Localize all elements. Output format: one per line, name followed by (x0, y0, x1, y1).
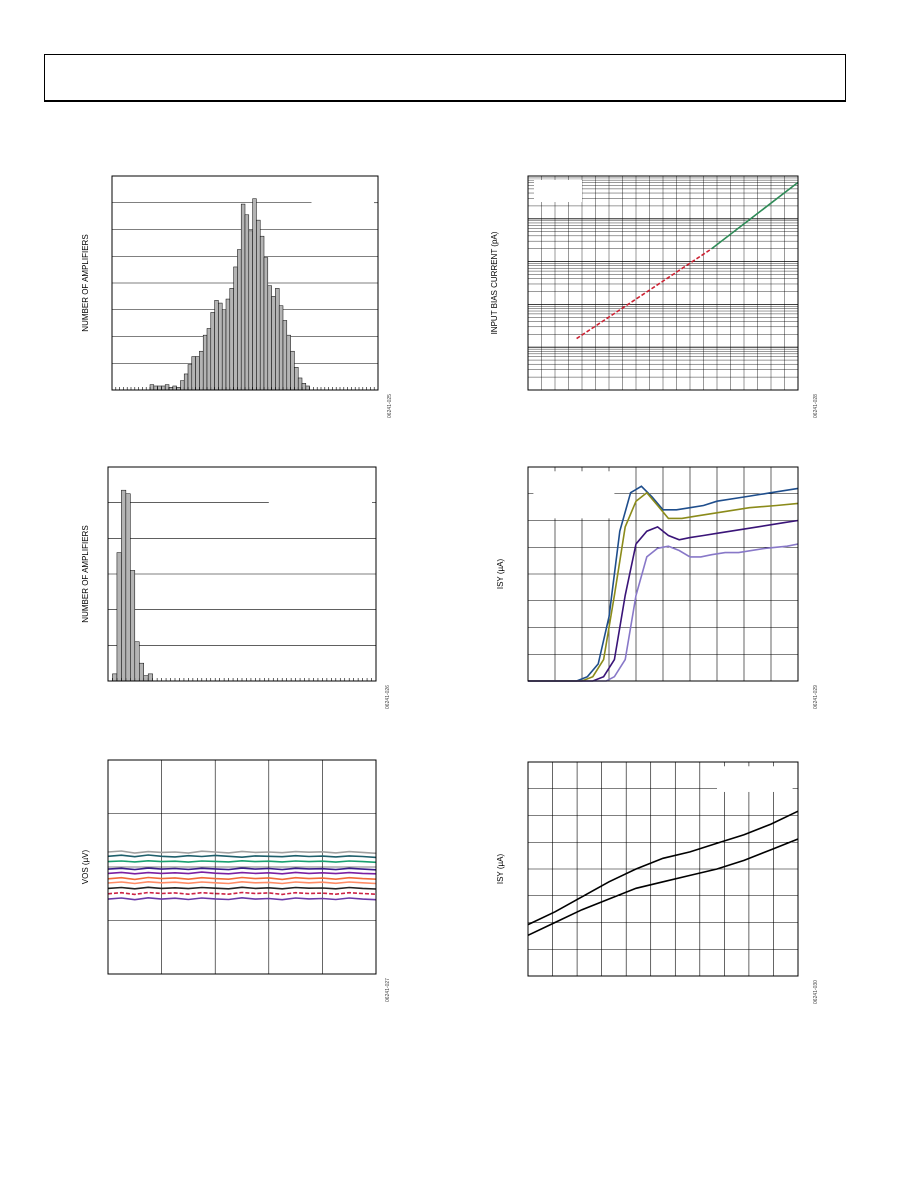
legend-box (533, 471, 615, 519)
figure-id: 06241-027 (385, 978, 391, 1002)
series-line (528, 519, 799, 682)
histogram-bar (202, 334, 208, 391)
histogram-bar (263, 257, 269, 391)
histogram-bar (172, 385, 177, 391)
histogram-bar (225, 298, 231, 391)
figure-id: 06241-028 (813, 394, 819, 418)
series-line (107, 850, 377, 855)
figure-id: 06241-025 (387, 394, 393, 418)
chart-fig3: VOS (µV) 06241-027 (81, 759, 391, 1002)
chart-fig1: NUMBER OF AMPLIFIERS 06241-025 (81, 175, 393, 418)
histogram-bar (275, 288, 280, 391)
histogram-bar (210, 312, 215, 391)
legend-box (534, 180, 582, 202)
plot-frame (527, 761, 799, 977)
histogram-bar (229, 288, 234, 391)
series-line (107, 880, 377, 885)
series-line (527, 810, 799, 926)
histogram-bar (244, 214, 250, 391)
page-header-box (44, 54, 846, 102)
plot-frame (107, 759, 377, 975)
histogram-bar (237, 249, 242, 391)
histogram-bar (271, 296, 276, 391)
histogram-bar (282, 320, 288, 391)
chart-fig6: ISY (µA) 06241-030 (496, 761, 819, 1004)
histogram-bar (267, 285, 272, 391)
plot-frame (527, 175, 799, 391)
series-line (576, 248, 713, 340)
plot-frame (527, 466, 799, 682)
histogram-bar (252, 198, 257, 391)
histogram-bar (153, 385, 158, 391)
series-line (528, 543, 799, 682)
series-line (107, 859, 377, 864)
histogram-bar (125, 493, 131, 682)
histogram-bar (233, 266, 238, 391)
chart-fig5: ISY (µA) 06241-029 (496, 466, 819, 709)
series-line (107, 896, 377, 901)
series-line (107, 886, 377, 890)
histogram-bar (286, 334, 291, 391)
series-line (528, 491, 799, 682)
histogram-bar (195, 356, 200, 391)
histogram-bar (191, 356, 196, 391)
histogram-bar (248, 230, 253, 391)
histogram-bar (147, 673, 153, 682)
histogram-bar (121, 489, 127, 682)
histogram-bar (112, 673, 118, 682)
y-axis-label: ISY (µA) (496, 559, 505, 590)
histogram-bar (214, 300, 219, 391)
chart-fig4: INPUT BIAS CURRENT (pA) 06241-028 (490, 175, 819, 418)
histogram-bar (149, 384, 155, 391)
legend-box (717, 766, 793, 792)
series-line (107, 854, 377, 859)
histogram-bar (199, 350, 204, 391)
histogram-bar (143, 675, 149, 682)
histogram-bar (301, 383, 307, 391)
y-axis-label: INPUT BIAS CURRENT (pA) (490, 231, 499, 334)
histogram-bar (256, 219, 261, 391)
histogram-bar (297, 377, 303, 391)
histogram-bar (290, 350, 295, 391)
series-line (107, 891, 377, 896)
figure-id: 06241-030 (813, 980, 819, 1004)
histogram-bar (294, 367, 299, 391)
histogram-bar (221, 309, 227, 391)
histogram-bar (240, 203, 246, 391)
series-line (107, 871, 377, 875)
histogram-bar (278, 305, 284, 391)
y-axis-label: NUMBER OF AMPLIFIERS (81, 234, 90, 331)
histogram-bar (180, 380, 185, 391)
histogram-bar (206, 328, 212, 391)
histogram-bar (259, 235, 265, 391)
histogram-bar (218, 302, 223, 391)
histogram-bar (183, 373, 189, 391)
histogram-bar (161, 385, 166, 391)
histogram-bar (305, 385, 310, 391)
series-line (107, 876, 377, 881)
series-line (711, 181, 799, 250)
y-axis-label: ISY (µA) (496, 854, 505, 885)
histogram-bar (164, 384, 170, 391)
histogram-bar (116, 552, 122, 682)
figure-id: 06241-026 (385, 685, 391, 709)
histogram-bar (134, 641, 140, 682)
histogram-bar (157, 385, 162, 391)
histogram-bar (139, 662, 144, 682)
series-line (527, 838, 799, 937)
chart-fig2: NUMBER OF AMPLIFIERS 06241-026 (81, 466, 391, 709)
series-line (528, 485, 799, 682)
figure-id: 06241-029 (813, 685, 819, 709)
series-line (107, 867, 377, 871)
y-axis-label: VOS (µV) (81, 849, 90, 884)
histogram-bar (187, 364, 193, 391)
y-axis-label: NUMBER OF AMPLIFIERS (81, 525, 90, 622)
histogram-bar (130, 570, 136, 682)
